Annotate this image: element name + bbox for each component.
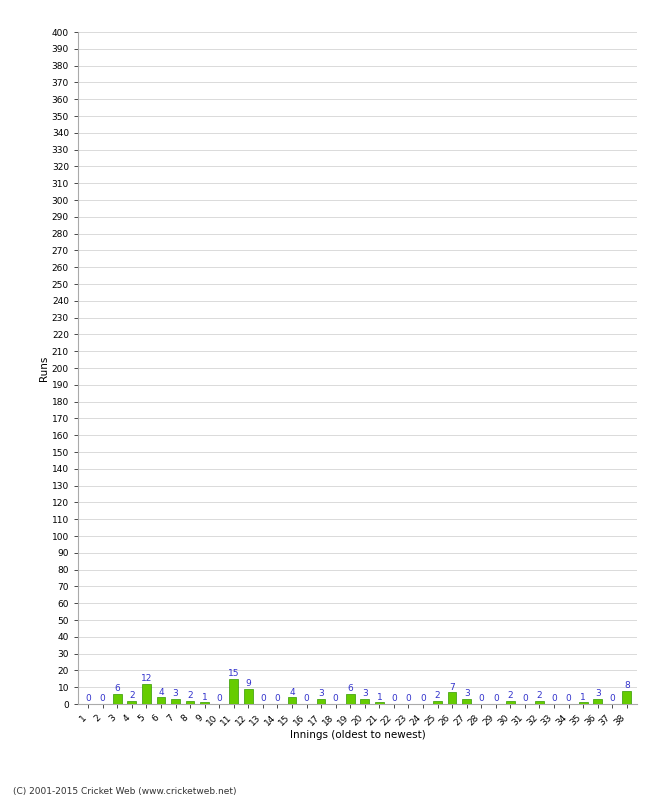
Bar	[142, 684, 151, 704]
Text: 1: 1	[202, 693, 207, 702]
Text: 1: 1	[580, 693, 586, 702]
Text: 2: 2	[435, 691, 441, 700]
Bar	[113, 694, 122, 704]
Bar	[346, 694, 355, 704]
Text: 2: 2	[187, 691, 193, 700]
Text: 0: 0	[493, 694, 499, 703]
Text: 6: 6	[347, 685, 353, 694]
Text: 0: 0	[610, 694, 615, 703]
Bar	[593, 699, 602, 704]
Y-axis label: Runs: Runs	[39, 355, 49, 381]
Text: 4: 4	[158, 688, 164, 697]
Text: (C) 2001-2015 Cricket Web (www.cricketweb.net): (C) 2001-2015 Cricket Web (www.cricketwe…	[13, 787, 237, 796]
Text: 4: 4	[289, 688, 295, 697]
Text: 0: 0	[260, 694, 266, 703]
Text: 0: 0	[406, 694, 411, 703]
Bar	[623, 690, 631, 704]
Text: 0: 0	[274, 694, 280, 703]
Text: 0: 0	[551, 694, 557, 703]
Bar	[375, 702, 383, 704]
Text: 3: 3	[595, 690, 601, 698]
Text: 0: 0	[100, 694, 105, 703]
Text: 0: 0	[304, 694, 309, 703]
Text: 0: 0	[85, 694, 91, 703]
Bar	[186, 701, 194, 704]
Text: 15: 15	[228, 670, 239, 678]
Text: 7: 7	[449, 682, 455, 692]
Bar	[578, 702, 588, 704]
X-axis label: Innings (oldest to newest): Innings (oldest to newest)	[290, 730, 425, 740]
Text: 0: 0	[391, 694, 396, 703]
Bar	[287, 698, 296, 704]
Text: 2: 2	[508, 691, 513, 700]
Bar	[200, 702, 209, 704]
Text: 3: 3	[318, 690, 324, 698]
Bar	[244, 689, 253, 704]
Text: 9: 9	[246, 679, 251, 688]
Bar	[448, 692, 456, 704]
Bar	[157, 698, 165, 704]
Text: 0: 0	[566, 694, 571, 703]
Text: 3: 3	[464, 690, 469, 698]
Text: 2: 2	[129, 691, 135, 700]
Text: 3: 3	[173, 690, 178, 698]
Bar	[229, 678, 238, 704]
Text: 0: 0	[216, 694, 222, 703]
Text: 8: 8	[624, 681, 630, 690]
Bar	[171, 699, 180, 704]
Text: 12: 12	[141, 674, 152, 683]
Bar	[317, 699, 326, 704]
Bar	[360, 699, 369, 704]
Text: 6: 6	[114, 685, 120, 694]
Text: 0: 0	[478, 694, 484, 703]
Text: 2: 2	[537, 691, 542, 700]
Text: 0: 0	[522, 694, 528, 703]
Text: 0: 0	[333, 694, 339, 703]
Text: 0: 0	[420, 694, 426, 703]
Bar	[506, 701, 515, 704]
Text: 3: 3	[362, 690, 368, 698]
Bar	[433, 701, 442, 704]
Bar	[462, 699, 471, 704]
Text: 1: 1	[376, 693, 382, 702]
Bar	[127, 701, 136, 704]
Bar	[535, 701, 544, 704]
